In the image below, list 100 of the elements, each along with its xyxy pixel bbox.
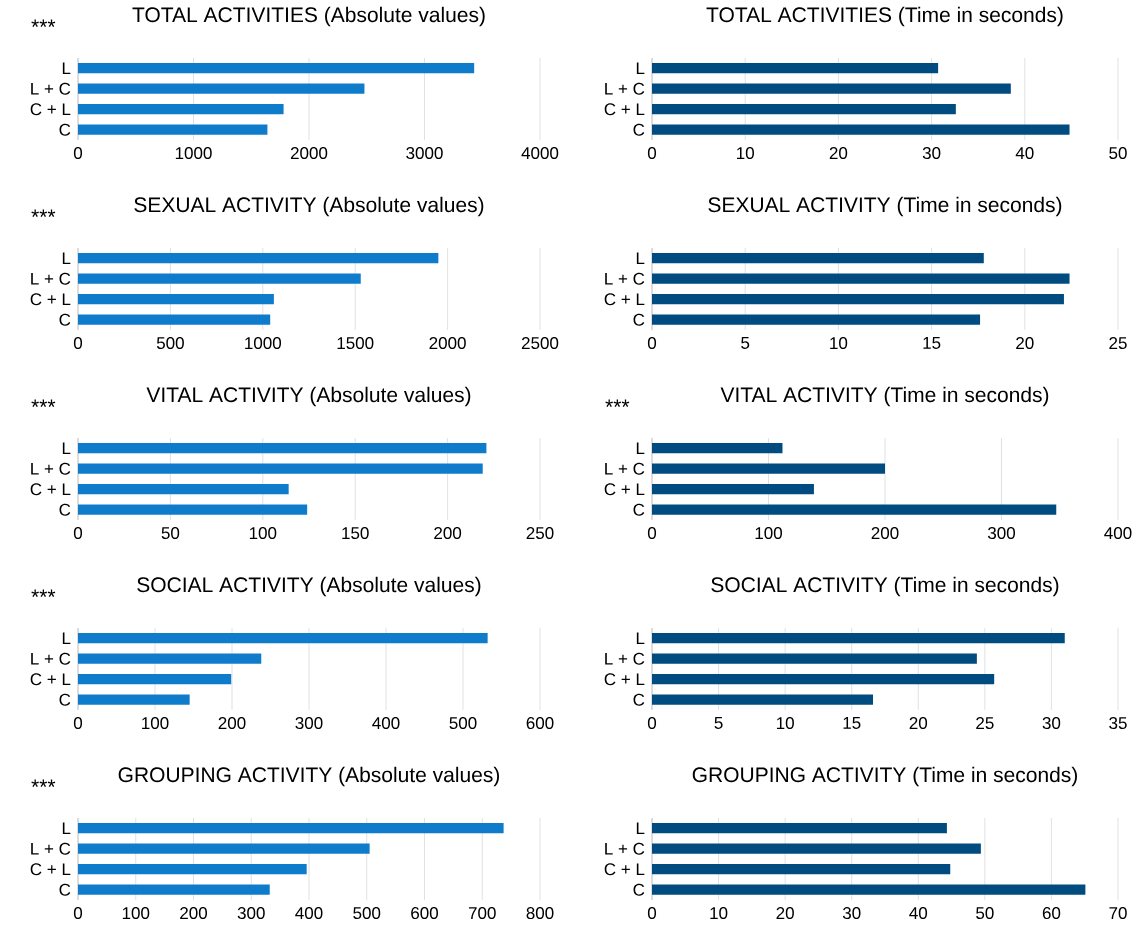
y-tick-label: L + C [31, 652, 71, 665]
y-tick-label: L [636, 62, 645, 75]
x-tick-label: 30 [1042, 717, 1061, 730]
chart-title: GROUPING ACTIVITY (Absolute values) [118, 766, 500, 787]
bar [78, 504, 308, 515]
x-tick-label: 40 [909, 907, 928, 920]
chart-title: VITAL ACTIVITY (Time in seconds) [720, 386, 1049, 407]
x-tick-label: 200 [180, 907, 207, 920]
bar [78, 83, 365, 94]
bar [78, 884, 270, 895]
bar [78, 273, 361, 284]
x-tick-label: 5 [714, 717, 723, 729]
x-tick-label: 0 [647, 527, 657, 540]
bar [78, 843, 370, 854]
y-tick-label: C + L [30, 293, 71, 306]
x-tick-label: 0 [647, 337, 657, 350]
x-tick-label: 25 [1109, 337, 1127, 350]
x-tick-label: 20 [776, 907, 794, 920]
y-tick-label: C + L [604, 673, 645, 686]
x-tick-label: 0 [647, 907, 657, 920]
x-tick-label: 15 [923, 337, 941, 349]
x-tick-label: 2500 [521, 337, 559, 350]
x-tick-label: 0 [647, 717, 657, 730]
x-tick-label: 50 [976, 907, 994, 920]
bar [652, 674, 995, 685]
x-tick-label: 0 [73, 907, 83, 920]
x-tick-label: 0 [73, 337, 83, 350]
chart-title: SOCIAL ACTIVITY (Time in seconds) [711, 576, 1059, 597]
y-tick-label: C [633, 313, 645, 326]
y-tick-label: L [636, 252, 645, 265]
y-tick-label: C [59, 883, 71, 896]
x-tick-label: 100 [755, 527, 782, 540]
x-tick-label: 400 [1104, 527, 1132, 540]
x-tick-label: 10 [776, 717, 794, 730]
x-tick-label: 60 [1042, 907, 1061, 920]
y-tick-label: L + C [31, 462, 71, 475]
x-tick-label: 700 [468, 907, 496, 920]
bar [78, 484, 289, 495]
x-tick-label: 0 [73, 527, 83, 540]
y-tick-label: L + C [605, 82, 645, 95]
y-tick-label: C [59, 123, 71, 136]
chart-title: VITAL ACTIVITY (Absolute values) [146, 386, 471, 407]
x-tick-label: 400 [372, 717, 400, 730]
x-tick-label: 20 [909, 717, 928, 730]
x-tick-label: 500 [353, 907, 381, 920]
bar [652, 864, 951, 875]
x-tick-label: 0 [73, 147, 83, 160]
x-tick-label: 50 [161, 527, 180, 540]
x-tick-label: 200 [218, 717, 246, 730]
x-tick-label: 2000 [290, 147, 328, 160]
chart-title: SEXUAL ACTIVITY (Time in seconds) [708, 196, 1062, 217]
x-tick-label: 300 [987, 527, 1015, 540]
bar [78, 823, 504, 834]
y-tick-label: L [62, 62, 71, 75]
y-tick-label: C + L [604, 483, 645, 496]
x-tick-label: 300 [295, 717, 323, 730]
x-tick-label: 5 [741, 337, 750, 349]
x-tick-label: 1000 [245, 337, 282, 350]
x-tick-label: 4000 [521, 147, 559, 160]
chart-title: GROUPING ACTIVITY (Time in seconds) [692, 766, 1077, 787]
bar [652, 633, 1065, 644]
bar [652, 314, 981, 325]
bar [78, 124, 268, 135]
x-tick-label: 100 [249, 527, 277, 540]
y-tick-label: L [636, 442, 645, 455]
y-tick-label: C + L [30, 673, 71, 686]
y-tick-label: L + C [31, 82, 71, 95]
x-tick-label: 250 [526, 527, 554, 540]
bar [78, 674, 232, 685]
x-tick-label: 40 [1015, 147, 1034, 160]
y-tick-label: C [59, 313, 71, 326]
y-tick-label: C + L [604, 863, 645, 876]
x-tick-label: 35 [1109, 717, 1127, 730]
bar [652, 823, 947, 834]
y-tick-label: L [62, 632, 71, 645]
x-tick-label: 500 [156, 337, 184, 350]
y-tick-label: C + L [604, 293, 645, 306]
bar [78, 314, 271, 325]
y-tick-label: L + C [31, 842, 71, 855]
y-tick-label: L [62, 822, 71, 835]
x-tick-label: 200 [434, 527, 462, 540]
y-tick-label: L + C [605, 652, 645, 665]
x-tick-label: 150 [342, 527, 369, 540]
bar [652, 83, 1011, 94]
x-tick-label: 3000 [406, 147, 443, 160]
x-tick-label: 30 [922, 147, 941, 160]
bar [652, 443, 783, 454]
bar [78, 653, 262, 664]
y-tick-label: L + C [31, 272, 71, 285]
x-tick-label: 25 [976, 717, 994, 730]
text: *** [31, 209, 56, 217]
x-tick-label: 100 [142, 717, 169, 730]
bar [78, 63, 475, 74]
x-tick-label: 1000 [175, 147, 212, 160]
x-tick-label: 20 [1016, 337, 1034, 350]
x-tick-label: 600 [411, 907, 438, 920]
text: *** [31, 399, 56, 407]
bar [78, 694, 190, 705]
y-tick-label: L [62, 442, 71, 455]
y-tick-label: C + L [30, 863, 71, 876]
